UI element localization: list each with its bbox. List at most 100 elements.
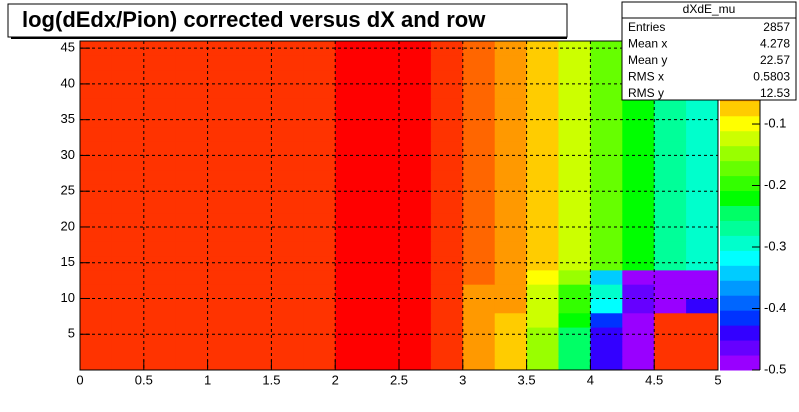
cell [207, 112, 240, 128]
cell [526, 83, 559, 99]
cell [335, 69, 368, 85]
cell [111, 69, 145, 85]
cell [399, 255, 432, 271]
cell [622, 126, 655, 142]
cell [462, 241, 496, 257]
cell [494, 41, 528, 56]
cell [590, 327, 623, 342]
cell [526, 55, 559, 71]
cell [175, 284, 209, 299]
cell [462, 212, 496, 228]
cell [367, 212, 400, 228]
cell [430, 269, 464, 285]
cell [303, 112, 336, 128]
cell [207, 284, 240, 299]
cell [239, 69, 272, 85]
cell [686, 355, 719, 371]
cell [303, 269, 336, 285]
cell [271, 198, 304, 214]
cell [367, 69, 400, 85]
cell [271, 184, 304, 199]
cell [462, 269, 496, 285]
stats-value: 0.5803 [753, 70, 790, 84]
cell [175, 141, 209, 156]
cell [303, 184, 336, 199]
cell [271, 169, 304, 185]
cell [494, 55, 528, 71]
cell [526, 341, 559, 357]
cell [207, 212, 240, 228]
cell [494, 155, 528, 171]
cell [367, 327, 400, 342]
stats-value: 12.53 [760, 86, 790, 100]
cell [686, 241, 719, 257]
cells [80, 41, 719, 371]
cell [80, 298, 113, 314]
cell [303, 141, 336, 156]
cell [399, 98, 432, 114]
cell [686, 212, 719, 228]
stats-label: RMS y [628, 86, 664, 100]
palette-band [720, 310, 760, 326]
z-tick-label: -0.4 [764, 300, 786, 315]
cell [622, 312, 655, 328]
cell [494, 284, 528, 299]
cell [494, 169, 528, 185]
cell [143, 198, 177, 214]
cell [111, 83, 145, 99]
cell [175, 327, 209, 342]
cell [430, 312, 464, 328]
cell [590, 312, 623, 328]
cell [558, 298, 591, 314]
cell [207, 98, 240, 114]
cell [239, 284, 272, 299]
cell [303, 212, 336, 228]
cell [462, 198, 496, 214]
cell [207, 327, 240, 342]
cell [526, 312, 559, 328]
cell [111, 55, 145, 71]
cell [654, 141, 687, 156]
z-tick-label: -0.2 [764, 177, 786, 192]
cell [80, 284, 113, 299]
cell [207, 155, 240, 171]
cell [558, 141, 591, 156]
palette-band [720, 250, 760, 266]
cell [654, 155, 687, 171]
cell [111, 198, 145, 214]
cell [207, 169, 240, 185]
cell [654, 198, 687, 214]
cell [494, 83, 528, 99]
cell [143, 241, 177, 257]
cell [80, 184, 113, 199]
cell [367, 341, 400, 357]
cell [462, 341, 496, 357]
cell [111, 241, 145, 257]
cell [367, 298, 400, 314]
cell [335, 83, 368, 99]
cell [399, 112, 432, 128]
cell [239, 83, 272, 99]
cell [558, 226, 591, 242]
cell [143, 169, 177, 185]
cell [367, 141, 400, 156]
cell [175, 241, 209, 257]
stats-value: 2857 [763, 20, 790, 34]
cell [271, 112, 304, 128]
cell [430, 169, 464, 185]
cell [622, 198, 655, 214]
stats-label: Entries [628, 20, 665, 34]
palette-band [720, 100, 760, 117]
cell [335, 269, 368, 285]
cell [367, 112, 400, 128]
x-tick-label: 3.5 [518, 372, 536, 387]
cell [80, 55, 113, 71]
cell [111, 155, 145, 171]
cell [462, 141, 496, 156]
cell [430, 241, 464, 257]
cell [494, 98, 528, 114]
cell [111, 269, 145, 285]
cell [175, 41, 209, 56]
cell [80, 41, 113, 56]
